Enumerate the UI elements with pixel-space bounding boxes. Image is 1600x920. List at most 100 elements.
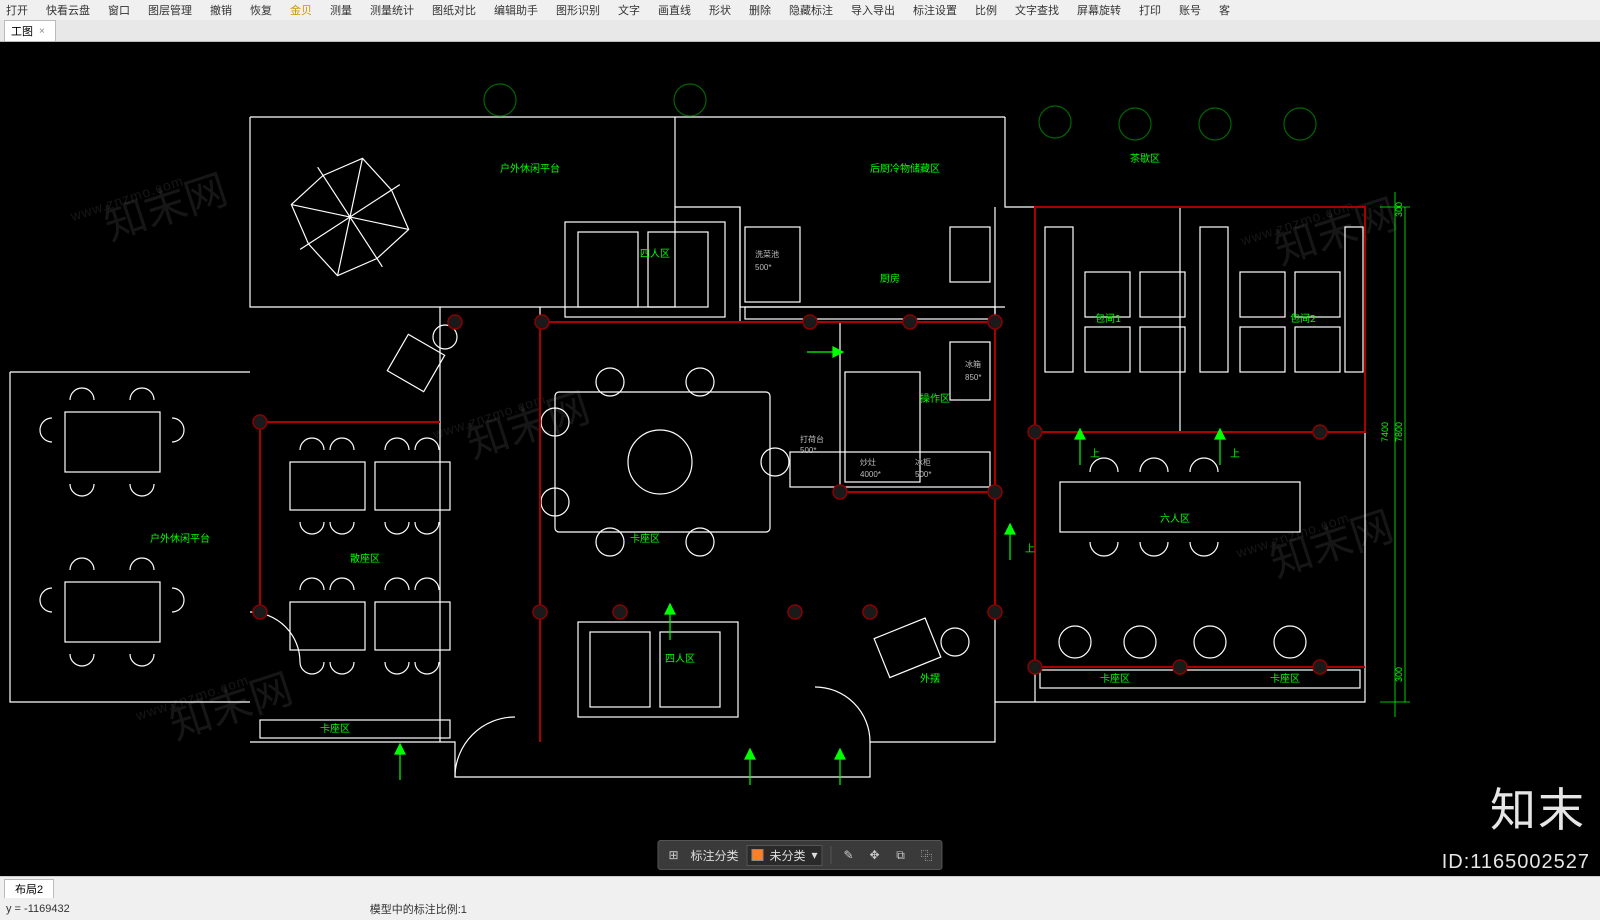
menu-item[interactable]: 画直线: [658, 2, 691, 18]
column-node: [1313, 425, 1327, 439]
room-label-bar-area: 卡座区: [630, 532, 660, 545]
svg-text:500*: 500*: [755, 263, 771, 272]
room-label-tea-area: 茶歇区: [1130, 152, 1160, 165]
column-node: [1028, 660, 1042, 674]
svg-text:冰箱: 冰箱: [965, 359, 981, 369]
arrow-icon: [835, 749, 845, 785]
column-node: [988, 315, 1002, 329]
category-dropdown[interactable]: 未分类 ▾: [746, 845, 822, 866]
menu-item[interactable]: 图形识别: [556, 2, 600, 18]
menu-item[interactable]: 客: [1219, 2, 1230, 18]
column-node: [1173, 660, 1187, 674]
document-tabbar: 工图 ×: [0, 20, 1600, 42]
menu-item[interactable]: 打开: [6, 2, 28, 18]
column-node: [1313, 660, 1327, 674]
room-label-back-kitchen-storage: 后厨冷物储藏区: [870, 162, 940, 175]
column-node: [535, 315, 549, 329]
menu-item[interactable]: 比例: [975, 2, 997, 18]
column-node: [253, 605, 267, 619]
svg-text:7800: 7800: [1394, 422, 1404, 442]
arrow-icon: [1215, 429, 1225, 465]
room-label-six-seat: 六人区: [1160, 513, 1190, 525]
menu-item-vip[interactable]: 金贝: [290, 2, 312, 18]
column-node: [1028, 425, 1042, 439]
menu-item[interactable]: 删除: [749, 2, 771, 18]
room-labels: 户外休闲平台户外休闲平台后厨冷物储藏区茶歇区四人区厨房包间1包间2操作区卡座区散…: [150, 152, 1316, 735]
grid-icon[interactable]: ⊞: [664, 846, 682, 864]
room-label-exterior: 外摆: [920, 672, 940, 685]
menu-item[interactable]: 窗口: [108, 2, 130, 18]
id-overlay: ID:1165002527: [1442, 851, 1590, 874]
column-node: [988, 485, 1002, 499]
arrow-icon: [395, 744, 405, 780]
svg-text:500*: 500*: [800, 446, 816, 455]
column-node: [788, 605, 802, 619]
menu-item[interactable]: 编辑助手: [494, 2, 538, 18]
room-label-kitchen: 厨房: [880, 272, 900, 285]
chairs: [40, 368, 1306, 674]
copy-icon[interactable]: ⧉: [892, 846, 910, 864]
dropdown-value: 未分类: [769, 847, 805, 864]
room-label-four-seat-2: 四人区: [665, 653, 695, 665]
layout-tabbar: 布局2: [0, 876, 1600, 898]
menu-item[interactable]: 账号: [1179, 2, 1201, 18]
room-label-dining-area: 散座区: [350, 552, 380, 565]
svg-text:炒灶: 炒灶: [860, 457, 876, 467]
arrow-icon: [1075, 429, 1085, 465]
column-node: [448, 315, 462, 329]
floorplan-svg: 知末网www.znzmo.com 知末网www.znzmo.com 知末网www…: [0, 42, 1600, 876]
close-icon[interactable]: ×: [39, 26, 45, 37]
room-label-four-seat-1: 四人区: [640, 248, 670, 260]
column-node: [613, 605, 627, 619]
svg-text:4000*: 4000*: [860, 470, 881, 479]
svg-text:300: 300: [1394, 667, 1404, 682]
dimension-lines: [1380, 192, 1410, 717]
column-node: [903, 315, 917, 329]
arrow-icon: [807, 347, 843, 357]
menu-item[interactable]: 屏幕旋转: [1077, 2, 1121, 18]
separator: [831, 846, 832, 864]
drawing-canvas[interactable]: 知末网www.znzmo.com 知末网www.znzmo.com 知末网www…: [0, 42, 1600, 876]
accent-walls: [260, 207, 1365, 742]
room-label-up-1: 上: [1025, 543, 1035, 555]
menu-item[interactable]: 快看云盘: [46, 2, 90, 18]
menu-item[interactable]: 标注设置: [913, 2, 957, 18]
menu-item[interactable]: 文字: [618, 2, 640, 18]
menu-item[interactable]: 隐藏标注: [789, 2, 833, 18]
room-label-outdoor-terrace-2: 户外休闲平台: [150, 532, 210, 545]
menu-item[interactable]: 导入导出: [851, 2, 895, 18]
menu-item[interactable]: 图层管理: [148, 2, 192, 18]
dimension-labels: 78007400300300: [1380, 202, 1404, 682]
room-label-up-2: 上: [1090, 448, 1100, 460]
paste-icon[interactable]: ⿻: [918, 846, 936, 864]
menu-item[interactable]: 形状: [709, 2, 731, 18]
document-tab[interactable]: 工图 ×: [4, 20, 56, 41]
column-node: [863, 605, 877, 619]
menu-item[interactable]: 打印: [1139, 2, 1161, 18]
layout-tab[interactable]: 布局2: [4, 879, 54, 898]
menu-item[interactable]: 测量: [330, 2, 352, 18]
room-label-booth-3: 卡座区: [1270, 672, 1300, 685]
menu-item[interactable]: 文字查找: [1015, 2, 1059, 18]
menu-item[interactable]: 图纸对比: [432, 2, 476, 18]
color-swatch: [751, 849, 763, 861]
annotation-toolbar[interactable]: ⊞ 标注分类 未分类 ▾ ✎ ✥ ⧉ ⿻: [657, 840, 942, 870]
column-node: [988, 605, 1002, 619]
room-label-outdoor-terrace-1: 户外休闲平台: [500, 162, 560, 175]
move-icon[interactable]: ✥: [866, 846, 884, 864]
menu-item[interactable]: 测量统计: [370, 2, 414, 18]
room-label-up-3: 上: [1230, 448, 1240, 460]
menu-item[interactable]: 恢复: [250, 2, 272, 18]
svg-text:7400: 7400: [1380, 422, 1390, 442]
svg-text:850*: 850*: [965, 373, 981, 382]
arrow-icon: [1005, 524, 1015, 560]
scale-readout: 模型中的标注比例:1: [370, 901, 467, 917]
room-label-booth-2: 卡座区: [1100, 672, 1130, 685]
menu-item[interactable]: 撤销: [210, 2, 232, 18]
coordinate-readout: y = -1169432: [6, 903, 70, 915]
menubar: 打开 快看云盘 窗口 图层管理 撤销 恢复 金贝 测量 测量统计 图纸对比 编辑…: [0, 0, 1600, 20]
tab-title: 工图: [11, 23, 33, 39]
statusbar: y = -1169432 模型中的标注比例:1: [0, 898, 1600, 920]
edit-icon[interactable]: ✎: [840, 846, 858, 864]
svg-text:500*: 500*: [915, 470, 931, 479]
